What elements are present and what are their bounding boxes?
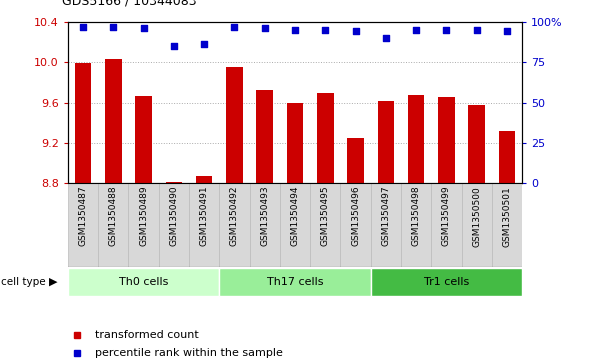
Text: percentile rank within the sample: percentile rank within the sample	[95, 348, 283, 358]
FancyBboxPatch shape	[219, 268, 371, 296]
Bar	[317, 93, 333, 183]
Text: GSM1350498: GSM1350498	[412, 186, 421, 246]
Text: Tr1 cells: Tr1 cells	[424, 277, 469, 287]
Bar	[499, 131, 515, 183]
Point	[199, 41, 209, 47]
FancyBboxPatch shape	[68, 268, 219, 296]
FancyBboxPatch shape	[250, 183, 280, 267]
Text: GSM1350494: GSM1350494	[290, 186, 300, 246]
Bar	[378, 101, 394, 183]
FancyBboxPatch shape	[401, 183, 431, 267]
FancyBboxPatch shape	[492, 183, 522, 267]
Text: GDS5166 / 10344083: GDS5166 / 10344083	[62, 0, 196, 7]
Text: GSM1350488: GSM1350488	[109, 186, 118, 246]
FancyBboxPatch shape	[98, 183, 129, 267]
FancyBboxPatch shape	[461, 183, 492, 267]
Text: transformed count: transformed count	[95, 330, 199, 340]
Text: GSM1350497: GSM1350497	[381, 186, 391, 246]
Bar	[226, 67, 242, 183]
Point	[139, 25, 148, 31]
Point	[351, 29, 360, 34]
FancyBboxPatch shape	[68, 183, 98, 267]
FancyBboxPatch shape	[280, 183, 310, 267]
Bar	[348, 138, 364, 183]
FancyBboxPatch shape	[310, 183, 340, 267]
Point	[230, 24, 239, 29]
Text: GSM1350489: GSM1350489	[139, 186, 148, 246]
FancyBboxPatch shape	[159, 183, 189, 267]
Point	[442, 27, 451, 33]
Text: GSM1350490: GSM1350490	[169, 186, 178, 246]
Point	[472, 27, 481, 33]
Text: GSM1350487: GSM1350487	[78, 186, 87, 246]
Point	[78, 24, 88, 29]
FancyBboxPatch shape	[189, 183, 219, 267]
Point	[290, 27, 300, 33]
Bar	[196, 176, 212, 183]
FancyBboxPatch shape	[371, 183, 401, 267]
Text: GSM1350496: GSM1350496	[351, 186, 360, 246]
Text: GSM1350499: GSM1350499	[442, 186, 451, 246]
FancyBboxPatch shape	[431, 183, 461, 267]
FancyBboxPatch shape	[371, 268, 522, 296]
Text: cell type: cell type	[1, 277, 46, 287]
Point	[260, 25, 270, 31]
Point	[381, 35, 391, 41]
Point	[502, 29, 512, 34]
Text: ▶: ▶	[49, 277, 57, 287]
Bar	[257, 90, 273, 183]
Bar	[438, 98, 455, 183]
Text: GSM1350500: GSM1350500	[472, 186, 481, 246]
Text: Th0 cells: Th0 cells	[119, 277, 168, 287]
Bar	[135, 97, 152, 183]
Text: GSM1350495: GSM1350495	[321, 186, 330, 246]
Bar	[75, 63, 91, 183]
Text: GSM1350493: GSM1350493	[260, 186, 269, 246]
Bar	[408, 95, 424, 183]
Point	[320, 27, 330, 33]
Text: Th17 cells: Th17 cells	[267, 277, 323, 287]
Text: GSM1350501: GSM1350501	[503, 186, 512, 246]
Bar	[287, 103, 303, 183]
Bar	[166, 182, 182, 183]
Bar	[468, 105, 485, 183]
Point	[109, 24, 118, 29]
FancyBboxPatch shape	[129, 183, 159, 267]
Text: GSM1350492: GSM1350492	[230, 186, 239, 246]
Bar	[105, 59, 122, 183]
Point	[411, 27, 421, 33]
Point	[169, 43, 179, 49]
Text: GSM1350491: GSM1350491	[199, 186, 209, 246]
FancyBboxPatch shape	[219, 183, 250, 267]
FancyBboxPatch shape	[340, 183, 371, 267]
